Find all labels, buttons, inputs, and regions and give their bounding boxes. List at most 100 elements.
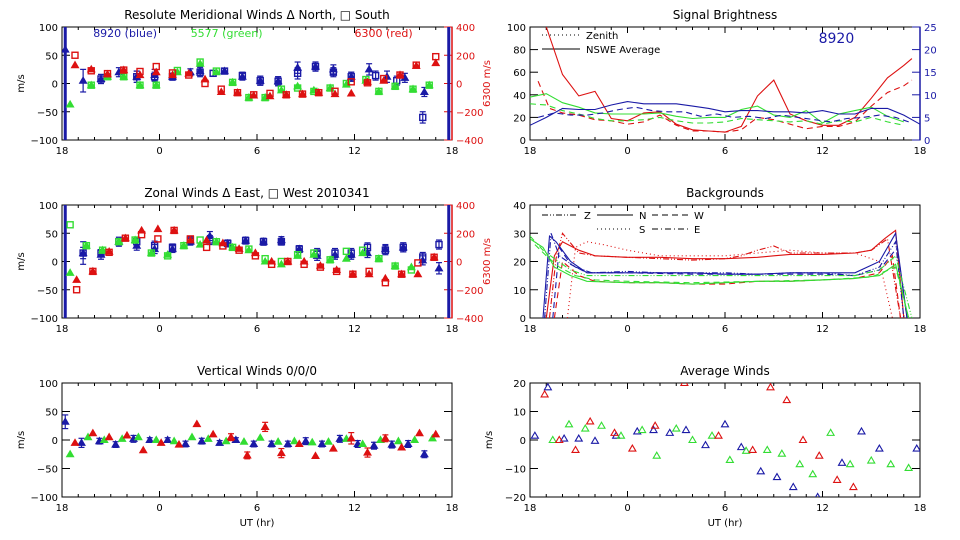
data-point-triangle	[62, 417, 70, 425]
data-point-square	[233, 88, 242, 97]
y2-tick-label: 5	[924, 113, 930, 124]
data-point-triangle	[857, 426, 866, 435]
plot-frame	[61, 204, 453, 319]
x-tick-label: 18	[56, 503, 69, 514]
data-point-triangle	[410, 435, 420, 444]
y2-tick-label: 15	[924, 68, 937, 79]
data-point-square	[375, 87, 383, 96]
meridional-winds-panel: Resolute Meridional Winds Δ North, □ Sou…	[16, 8, 493, 157]
data-point-square	[238, 71, 247, 80]
chart-title: Zonal Winds Δ East, □ West 2010341	[144, 186, 369, 200]
data-point-square	[414, 259, 422, 267]
y-tick-label: 40	[513, 91, 526, 102]
data-point-triangle	[380, 433, 390, 442]
series-line	[530, 93, 904, 124]
data-point-triangle	[317, 439, 327, 448]
data-point-triangle	[681, 425, 691, 434]
x-tick-label: 6	[722, 324, 728, 335]
x-tick-label: 0	[624, 146, 630, 157]
x-tick-label: 18	[524, 146, 537, 157]
data-point-triangle	[837, 458, 847, 466]
data-point-square	[105, 248, 113, 257]
data-point-triangle	[195, 239, 205, 248]
data-point-triangle	[714, 431, 723, 439]
data-point-triangle	[627, 443, 637, 452]
y-tick-label: 0	[52, 258, 58, 269]
x-tick-label: 6	[254, 146, 260, 157]
y2-axis-label: 6300 m/s	[482, 60, 493, 107]
data-point-triangle	[202, 235, 212, 244]
data-point-square	[277, 85, 286, 93]
data-point-triangle	[826, 428, 836, 436]
data-point-triangle	[138, 445, 148, 454]
data-point-square	[152, 62, 160, 71]
data-point-triangle	[283, 439, 293, 448]
data-point-triangle	[239, 437, 249, 445]
data-point-triangle	[585, 416, 595, 425]
data-point-triangle	[65, 99, 75, 108]
data-point-square	[430, 253, 438, 261]
plot-area	[530, 383, 920, 497]
data-point-square	[235, 246, 243, 254]
data-point-triangle	[346, 433, 356, 442]
data-point-triangle	[650, 421, 660, 429]
data-point-triangle	[720, 419, 730, 428]
data-point-triangle	[748, 445, 758, 454]
data-point-square	[245, 245, 253, 253]
data-point-triangle	[208, 429, 218, 438]
data-point-square	[266, 89, 274, 98]
data-point-square	[66, 221, 74, 229]
data-point-square	[154, 235, 162, 243]
data-point-triangle	[419, 449, 429, 458]
data-point-triangle	[104, 432, 114, 441]
y2-tick-label: −200	[456, 286, 483, 297]
legend-label: Z	[584, 211, 591, 222]
data-point-square	[371, 71, 380, 80]
data-point-triangle	[174, 439, 184, 448]
data-point-triangle	[637, 425, 647, 434]
x-tick-label: 18	[56, 324, 69, 335]
data-point-square	[282, 91, 290, 99]
data-point-square	[136, 67, 144, 76]
y-axis-label: m/s	[484, 431, 495, 449]
y2-tick-label: 0	[924, 136, 930, 147]
x-tick-label: 18	[524, 503, 537, 514]
x-tick-label: 6	[722, 146, 728, 157]
data-point-triangle	[311, 451, 320, 460]
data-point-triangle	[163, 435, 173, 444]
series-line	[530, 235, 913, 318]
data-point-triangle	[777, 449, 787, 457]
y-tick-label: 50	[45, 408, 58, 419]
y-tick-label: 60	[513, 68, 526, 79]
y-tick-label: 10	[513, 286, 526, 297]
data-point-triangle	[814, 451, 824, 459]
data-point-triangle	[328, 443, 338, 452]
data-point-square	[82, 241, 91, 250]
plot-frame	[529, 382, 921, 498]
data-point-square	[103, 69, 112, 78]
data-point-triangle	[808, 469, 818, 478]
data-point-square	[251, 252, 260, 260]
x-axis-label: UT (hr)	[240, 518, 275, 529]
y-tick-label: 100	[39, 379, 58, 390]
data-point-triangle	[707, 431, 717, 439]
data-point-triangle	[530, 431, 540, 439]
data-point-triangle	[104, 247, 114, 255]
data-point-triangle	[111, 439, 121, 448]
series-annotation: 8920 (blue)	[93, 27, 157, 40]
data-point-triangle	[419, 87, 429, 96]
data-point-square	[250, 91, 258, 99]
data-point-square	[419, 253, 427, 261]
x-tick-label: 12	[348, 324, 361, 335]
y-tick-label: −50	[37, 286, 58, 297]
data-point-triangle	[688, 435, 697, 444]
data-point-square	[310, 249, 318, 257]
data-point-triangle	[665, 428, 675, 436]
x-tick-label: 0	[624, 324, 630, 335]
data-point-square	[365, 267, 373, 276]
series-line	[542, 231, 908, 318]
legend-label: W	[694, 211, 704, 222]
data-point-square	[419, 113, 427, 122]
data-point-triangle	[866, 455, 876, 464]
